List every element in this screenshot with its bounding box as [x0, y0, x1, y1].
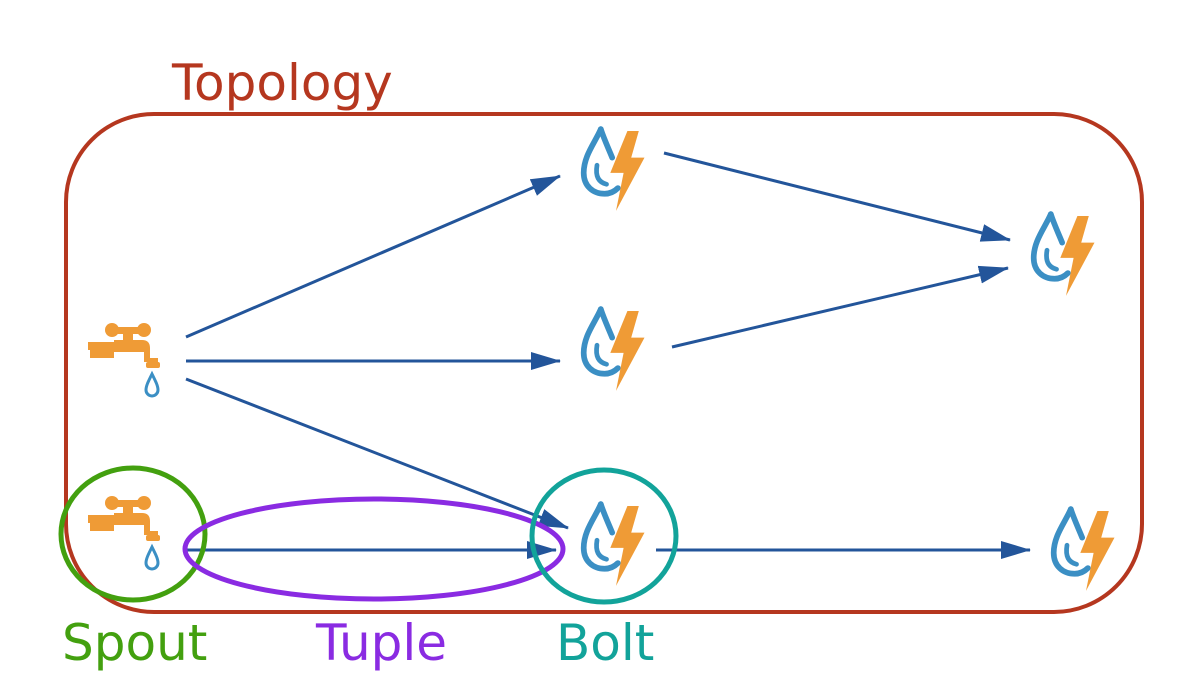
drop-lightning-icon: [584, 504, 645, 586]
topology-label: Topology: [172, 54, 393, 112]
edge-spout1-bolt1: [185, 174, 561, 339]
spout-label: Spout: [62, 614, 208, 672]
drop-lightning-icon: [1054, 509, 1115, 591]
spout-highlight-circle: [58, 465, 208, 603]
drop-lightning-icon: [1034, 214, 1095, 296]
faucet-icon: [88, 495, 162, 571]
tuple-label: Tuple: [316, 614, 448, 672]
bolt-label: Bolt: [556, 614, 655, 672]
drop-lightning-icon: [584, 309, 645, 391]
faucet-icon: [88, 322, 162, 398]
edges: [185, 151, 1031, 559]
edge-bolt2-bolt4: [671, 265, 1009, 349]
edge-spout1-bolt3: [185, 377, 569, 530]
bolt-highlight-circle: [529, 467, 679, 605]
edge-bolt1-bolt4: [663, 151, 1011, 242]
topology-boundary: [64, 112, 1144, 614]
drop-lightning-icon: [584, 129, 645, 211]
tuple-highlight-ellipse: [182, 496, 566, 602]
